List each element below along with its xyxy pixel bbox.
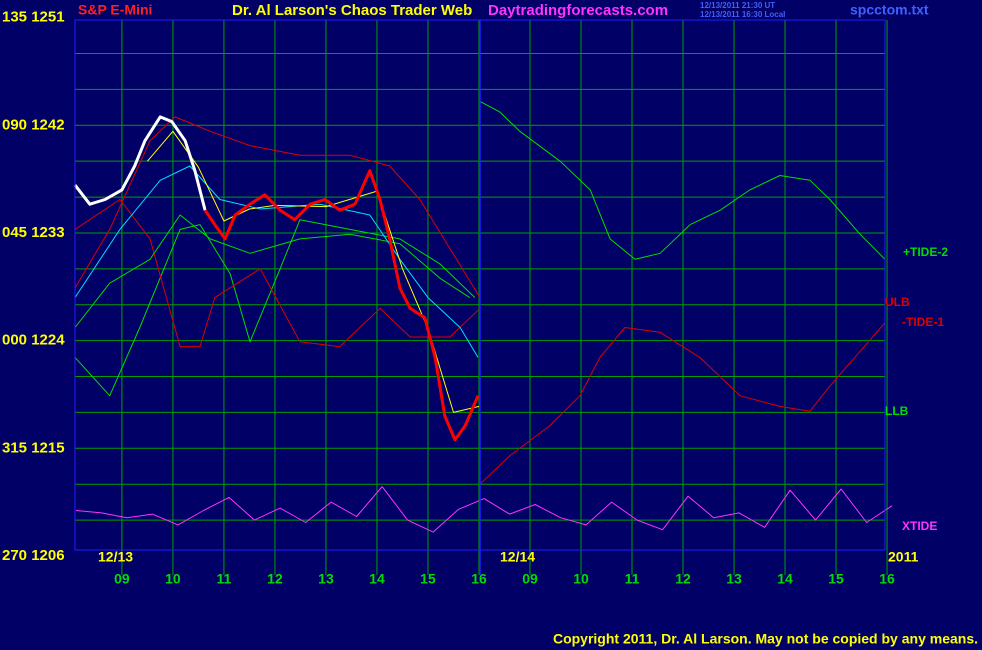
x-tick-label: 11 (217, 571, 232, 587)
x-tick-label: 09 (522, 571, 538, 587)
x-tick-label: 16 (879, 571, 895, 587)
overlay-line (74, 165, 479, 358)
x-tick-label: 10 (165, 571, 181, 587)
y-tick-label: 090 1242 (2, 116, 65, 133)
timestamp: 12/13/2011 16:30 Local (700, 10, 785, 19)
chart-subtitle: S&P E-Mini (78, 2, 152, 18)
plot-lines (73, 100, 893, 533)
legend-label: -TIDE-1 (902, 315, 944, 329)
y-tick-label: 135 1251 (2, 9, 65, 26)
y-tick-label: 315 1215 (2, 439, 65, 456)
y-tick-label: 000 1224 (2, 332, 65, 349)
x-tick-label: 13 (318, 571, 334, 587)
x-tick-label: 12 (267, 571, 283, 587)
y-tick-label: 045 1233 (2, 224, 65, 241)
series-line (74, 100, 886, 397)
series-line (75, 486, 893, 533)
x-tick-label: 11 (625, 571, 640, 587)
price-line (73, 115, 207, 211)
x-tick-label: 09 (114, 571, 130, 587)
copyright: Copyright 2011, Dr. Al Larson. May not b… (553, 631, 978, 647)
file-name: spcctom.txt (850, 2, 929, 18)
source: Daytradingforecasts.com (488, 2, 668, 19)
x-tick-label: 15 (420, 571, 436, 587)
chart-title: Dr. Al Larson's Chaos Trader Web (232, 2, 472, 19)
x-tick-label: 10 (573, 571, 589, 587)
price-line (203, 169, 480, 442)
x-tick-label: 14 (777, 571, 793, 587)
x-tick-label: 16 (471, 571, 487, 587)
series-line (74, 214, 471, 328)
legend-label: ULB (885, 295, 910, 309)
date-label: 12/14 (500, 549, 535, 565)
x-tick-label: 14 (369, 571, 385, 587)
y-tick-label: 270 1206 (2, 547, 65, 564)
series-line (74, 199, 886, 485)
x-tick-label: 12 (675, 571, 691, 587)
legend-label: +TIDE-2 (903, 245, 948, 259)
date-label: 2011 (888, 549, 919, 565)
timestamp: 12/13/2011 21:30 UT (700, 1, 775, 10)
legend-label: LLB (885, 404, 909, 418)
series-line (74, 116, 481, 298)
legend-label: XTIDE (902, 519, 937, 533)
x-tick-label: 13 (726, 571, 742, 587)
date-label: 12/13 (98, 549, 133, 565)
x-tick-label: 15 (828, 571, 844, 587)
